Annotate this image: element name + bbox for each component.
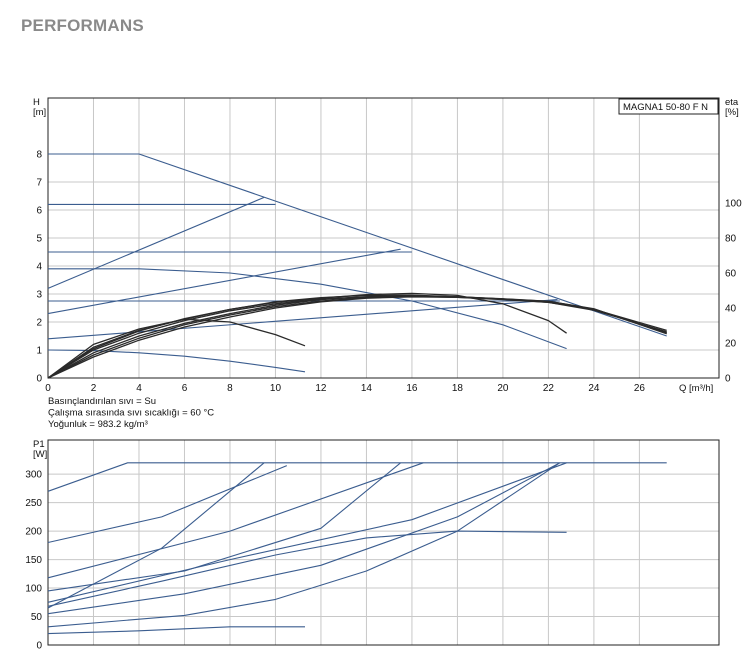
curve-power-1 — [47, 465, 288, 544]
y-tick-label: 5 — [36, 234, 42, 245]
x-tick-label: 0 — [45, 383, 51, 394]
eta-tick-label: 100 — [725, 199, 742, 210]
y-tick-label: 2 — [36, 318, 42, 329]
x-tick-label: 10 — [270, 383, 282, 394]
y-axis-label: H — [33, 97, 40, 108]
curve-head-4 — [47, 196, 265, 289]
x-tick-label: 8 — [227, 383, 233, 394]
y-axis-label: P1 — [33, 439, 45, 450]
eta-tick-label: 60 — [725, 269, 737, 280]
plot-frame — [47, 97, 720, 379]
x-tick-label: 26 — [634, 383, 646, 394]
plot-frame — [47, 439, 720, 646]
curve-power-0 — [47, 462, 667, 492]
pumped-liquid-note: Basınçlandırılan sıvı = Su — [48, 396, 156, 407]
x-tick-label: 16 — [406, 383, 418, 394]
y-tick-label: 8 — [36, 150, 42, 161]
y-tick-label: 250 — [25, 498, 42, 509]
x-tick-label: 4 — [136, 383, 142, 394]
curve-power-4 — [47, 462, 401, 592]
eta-tick-label: 40 — [725, 304, 737, 315]
eta-axis-label: [%] — [725, 107, 739, 118]
x-tick-label: 22 — [543, 383, 555, 394]
curve-head-11 — [47, 294, 667, 379]
x-tick-label: 20 — [497, 383, 509, 394]
y-tick-label: 150 — [25, 555, 42, 566]
curve-head-14 — [47, 295, 667, 379]
curve-power-3 — [47, 462, 424, 579]
x-axis-label: Q [m³/h] — [679, 383, 713, 394]
y-tick-label: 4 — [36, 262, 42, 273]
curve-power-8 — [47, 530, 567, 607]
eta-tick-label: 80 — [725, 234, 737, 245]
x-tick-label: 14 — [361, 383, 373, 394]
x-tick-label: 18 — [452, 383, 464, 394]
y-tick-label: 300 — [25, 470, 42, 481]
y-tick-label: 0 — [36, 374, 42, 385]
eta-axis-label: eta — [725, 97, 739, 108]
y-tick-label: 1 — [36, 346, 42, 357]
pumped-liquid-note: Çalışma sırasında sıvı sıcaklığı = 60 °C — [48, 408, 214, 419]
curve-power-7 — [47, 462, 561, 628]
x-tick-label: 12 — [315, 383, 327, 394]
y-tick-label: 100 — [25, 584, 42, 595]
curve-power-6 — [47, 462, 561, 615]
y-axis-label: [m] — [33, 107, 46, 118]
eta-tick-label: 20 — [725, 339, 737, 350]
page-title: PERFORMANS — [21, 16, 144, 35]
curve-head-7 — [48, 268, 567, 350]
pumped-liquid-note: Yoğunluk = 983.2 kg/m³ — [48, 419, 148, 430]
curve-power-9 — [47, 626, 305, 635]
legend-label: MAGNA1 50-80 F N — [623, 102, 708, 113]
x-tick-label: 6 — [182, 383, 188, 394]
y-tick-label: 200 — [25, 527, 42, 538]
legend-box — [618, 98, 719, 115]
curve-power-5 — [47, 462, 567, 603]
eta-tick-label: 0 — [725, 374, 731, 385]
y-tick-label: 0 — [36, 641, 42, 652]
x-tick-label: 24 — [588, 383, 600, 394]
y-tick-label: 6 — [36, 206, 42, 217]
x-tick-label: 2 — [91, 383, 97, 394]
curve-head-9 — [47, 318, 306, 379]
curve-head-0 — [48, 153, 667, 337]
y-tick-label: 3 — [36, 290, 42, 301]
curve-head-15 — [47, 296, 667, 379]
curve-head-5 — [47, 248, 401, 315]
y-axis-label: [W] — [33, 449, 47, 460]
y-tick-label: 50 — [31, 612, 43, 623]
y-tick-label: 7 — [36, 178, 42, 189]
